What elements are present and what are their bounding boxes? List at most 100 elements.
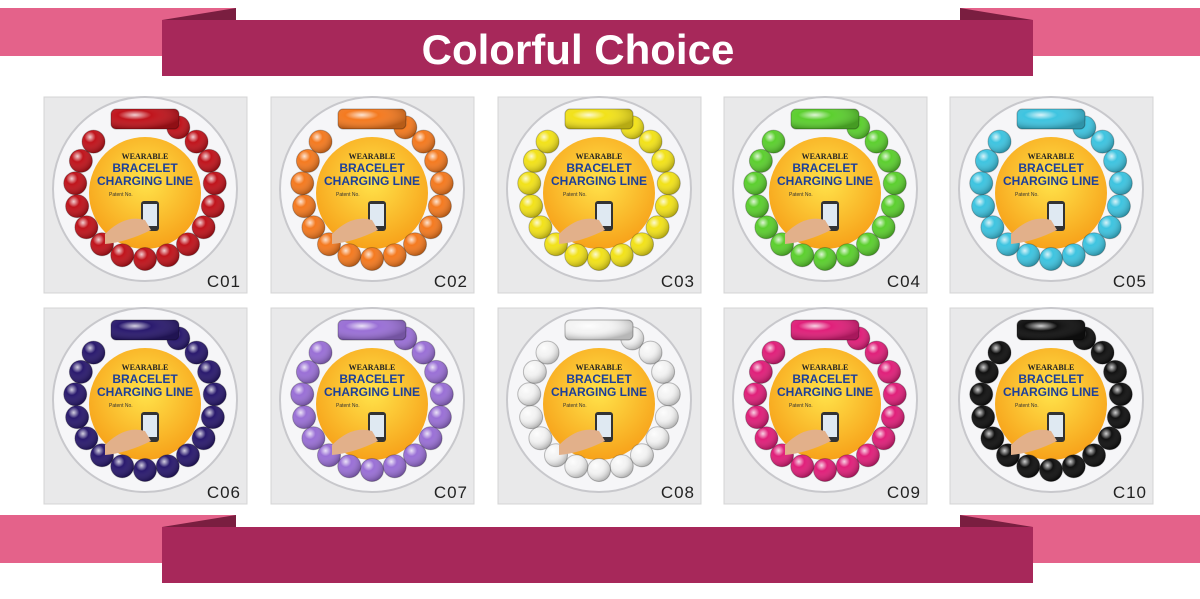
bead-shine: [519, 194, 543, 218]
package-line2: CHARGING LINE: [324, 385, 420, 399]
package-field: Patent No.: [563, 403, 587, 409]
package-line2: CHARGING LINE: [1003, 385, 1099, 399]
bead-shine: [865, 130, 889, 154]
bead-shine: [81, 130, 105, 154]
bead-shine: [1091, 130, 1115, 154]
connector-shine: [338, 109, 406, 129]
bead-shine: [836, 454, 860, 478]
package-line2: CHARGING LINE: [551, 174, 647, 188]
bead-shine: [535, 130, 559, 154]
bead-shine: [176, 443, 200, 467]
bead-shine: [428, 405, 452, 429]
connector-shine: [565, 320, 633, 340]
bead-shine: [156, 454, 180, 478]
bead-shine: [517, 171, 541, 195]
bead-shine: [292, 405, 316, 429]
hand: [1011, 429, 1057, 455]
bead-shine: [419, 215, 443, 239]
label-disc: [995, 348, 1107, 460]
bead-shine: [65, 405, 89, 429]
bead-shine: [1039, 247, 1063, 271]
bead-shine: [133, 458, 157, 482]
bead-shine: [761, 130, 785, 154]
hand: [105, 429, 151, 455]
bead-shine: [975, 360, 999, 384]
bead-shine: [975, 149, 999, 173]
bead-shine: [836, 243, 860, 267]
ribbon-center: [162, 527, 1033, 583]
package-line1: BRACELET: [566, 161, 632, 175]
bead-shine: [639, 130, 663, 154]
bead-shine: [1082, 443, 1106, 467]
package-line1: BRACELET: [112, 372, 178, 386]
bead-shine: [987, 130, 1011, 154]
bead-shine: [646, 215, 670, 239]
bead-shine: [292, 194, 316, 218]
package-field: Patent No.: [1015, 192, 1039, 198]
hand: [785, 218, 831, 244]
bead-shine: [657, 171, 681, 195]
package-line1: BRACELET: [339, 161, 405, 175]
ribbon-fold: [162, 8, 236, 20]
bead-shine: [754, 426, 778, 450]
bead-shine: [403, 232, 427, 256]
package-field: Patent No.: [336, 403, 360, 409]
bead-shine: [308, 341, 332, 365]
connector-shine: [565, 109, 633, 129]
hand: [1011, 218, 1057, 244]
package-line2: CHARGING LINE: [97, 174, 193, 188]
bead-shine: [1039, 458, 1063, 482]
bead-shine: [980, 215, 1004, 239]
package-field: Patent No.: [1015, 403, 1039, 409]
bead-shine: [754, 215, 778, 239]
label-disc: [316, 137, 428, 249]
bead-shine: [176, 232, 200, 256]
package-field: Patent No.: [109, 403, 133, 409]
bead-shine: [290, 382, 314, 406]
package-brand: WEARABLE: [122, 363, 169, 372]
bead-shine: [383, 454, 407, 478]
bead-shine: [655, 194, 679, 218]
bead-shine: [63, 171, 87, 195]
bead-shine: [1103, 360, 1127, 384]
package-field: Patent No.: [336, 192, 360, 198]
bead-shine: [65, 194, 89, 218]
bead-shine: [428, 194, 452, 218]
bead-shine: [872, 215, 896, 239]
bead-shine: [883, 382, 907, 406]
label-disc: [995, 137, 1107, 249]
phone-screen: [1049, 415, 1063, 437]
bead-shine: [1107, 405, 1131, 429]
product-code: C02: [434, 272, 468, 291]
bead-shine: [610, 454, 634, 478]
package-line1: BRACELET: [566, 372, 632, 386]
package-line2: CHARGING LINE: [324, 174, 420, 188]
package-line2: CHARGING LINE: [777, 385, 873, 399]
connector-shine: [338, 320, 406, 340]
bead-shine: [535, 341, 559, 365]
bead-shine: [790, 243, 814, 267]
bead-shine: [630, 443, 654, 467]
bead-shine: [412, 341, 436, 365]
bead-shine: [813, 458, 837, 482]
bead-shine: [110, 454, 134, 478]
package-brand: WEARABLE: [349, 363, 396, 372]
bead-shine: [971, 405, 995, 429]
bead-shine: [74, 426, 98, 450]
label-disc: [89, 137, 201, 249]
package-line1: BRACELET: [792, 372, 858, 386]
ribbon-fold: [162, 515, 236, 527]
bead-shine: [296, 360, 320, 384]
phone-screen: [597, 204, 611, 226]
bead-shine: [523, 149, 547, 173]
bead-shine: [564, 243, 588, 267]
bead-shine: [301, 215, 325, 239]
bead-shine: [745, 405, 769, 429]
bead-shine: [980, 426, 1004, 450]
phone-screen: [370, 204, 384, 226]
title: Colorful Choice: [422, 26, 735, 73]
